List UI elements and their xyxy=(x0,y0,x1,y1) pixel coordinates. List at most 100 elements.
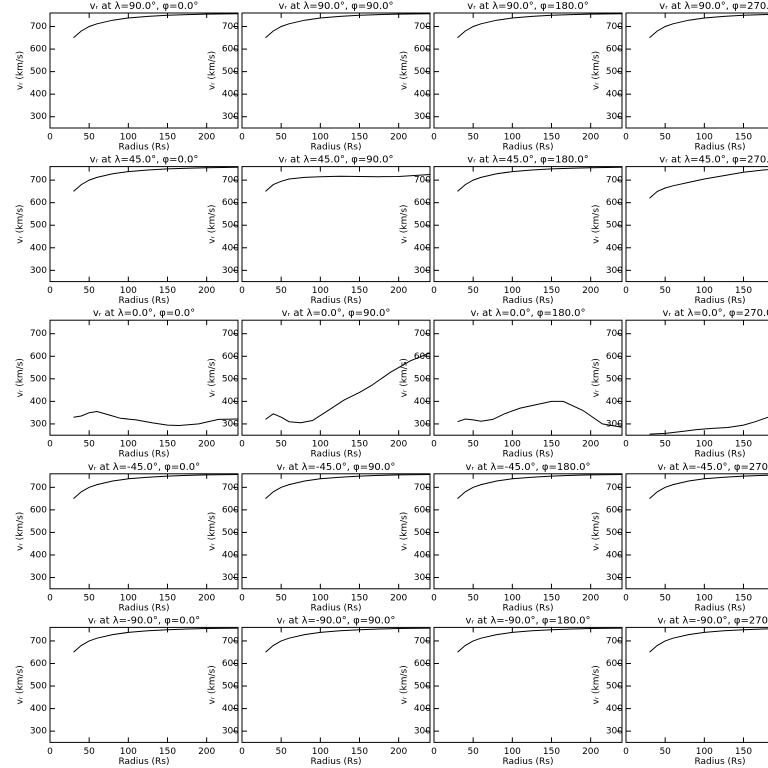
x-tick-label: 50 xyxy=(659,133,671,143)
x-tick-label: 50 xyxy=(275,286,287,296)
plot-frame xyxy=(241,166,431,283)
x-tick-label: 200 xyxy=(582,440,599,450)
x-tick-label: 100 xyxy=(696,593,713,603)
panel-title: vᵣ at λ=-90.0°, φ=270.0° xyxy=(657,615,768,626)
x-tick-label: 0 xyxy=(431,286,437,296)
x-tick-label: 200 xyxy=(582,133,599,143)
y-tick-label: 300 xyxy=(222,727,239,737)
y-tick-label: 500 xyxy=(30,221,47,231)
x-tick-label: 100 xyxy=(696,747,713,757)
y-axis-label: vᵣ (km/s) xyxy=(208,204,218,243)
y-tick-label: 700 xyxy=(606,329,623,339)
plot-frame xyxy=(49,473,239,590)
panel: vᵣ at λ=90.0°, φ=180.0° 0 50 100 150 200 300 40… xyxy=(400,1,623,153)
panel-title: vᵣ at λ=90.0°, φ=0.0° xyxy=(90,1,199,12)
y-tick-label: 600 xyxy=(414,505,431,515)
data-line xyxy=(649,628,768,653)
panel-title: vᵣ at λ=45.0°, φ=270.0° xyxy=(659,155,768,166)
x-tick-label: 200 xyxy=(390,286,407,296)
x-tick-label: 150 xyxy=(351,133,368,143)
data-line xyxy=(73,627,239,653)
plot-frame xyxy=(49,12,239,129)
y-tick-label: 400 xyxy=(606,704,623,714)
y-axis-label: vᵣ (km/s) xyxy=(208,665,218,704)
x-axis-label: Radius (Rs) xyxy=(118,757,169,767)
panel: vᵣ at λ=45.0°, φ=270.0°05010015020030040… xyxy=(592,155,768,306)
y-axis-label: vᵣ (km/s) xyxy=(400,204,410,243)
x-tick-label: 200 xyxy=(198,747,215,757)
x-tick-label: 200 xyxy=(390,593,407,603)
x-tick-label: 100 xyxy=(120,286,137,296)
x-tick-label: 200 xyxy=(390,747,407,757)
y-axis-label: vᵣ (km/s) xyxy=(16,358,26,397)
y-tick-label: 300 xyxy=(606,266,623,276)
x-tick-label: 50 xyxy=(467,593,479,603)
y-tick-label: 500 xyxy=(30,67,47,77)
y-tick-label: 300 xyxy=(414,573,431,583)
panel-title: vᵣ at λ=0.0°, φ=180.0° xyxy=(470,308,585,319)
x-tick-label: 50 xyxy=(659,593,671,603)
panel: vᵣ at λ=45.0°, φ=0.0° 0 50 100 150 200 300 400 5… xyxy=(16,155,239,306)
y-tick-label: 400 xyxy=(222,550,239,560)
y-tick-label: 500 xyxy=(606,67,623,77)
y-tick-label: 500 xyxy=(414,67,431,77)
y-tick-label: 400 xyxy=(414,550,431,560)
x-tick-label: 50 xyxy=(659,286,671,296)
data-line xyxy=(265,13,431,39)
x-axis-label: Radius (Rs) xyxy=(310,450,361,460)
data-line xyxy=(649,13,768,39)
x-tick-label: 50 xyxy=(83,593,95,603)
y-tick-label: 700 xyxy=(222,176,239,186)
y-axis-label: vᵣ (km/s) xyxy=(16,51,26,90)
data-line xyxy=(649,169,768,199)
x-tick-label: 0 xyxy=(623,747,629,757)
y-tick-label: 400 xyxy=(414,90,431,100)
x-tick-label: 150 xyxy=(351,593,368,603)
y-tick-label: 700 xyxy=(30,176,47,186)
x-tick-label: 100 xyxy=(504,593,521,603)
panel: vᵣ at λ=45.0°, φ=180.0° 0 50 100 150 200 300 40… xyxy=(400,155,623,306)
x-tick-label: 150 xyxy=(159,133,176,143)
data-line xyxy=(73,166,239,192)
x-tick-label: 150 xyxy=(351,286,368,296)
x-tick-label: 200 xyxy=(582,747,599,757)
y-axis-label: vᵣ (km/s) xyxy=(16,665,26,704)
y-axis-label: vᵣ (km/s) xyxy=(16,512,26,551)
panel: vᵣ at λ=45.0°, φ=90.0° 0 50 100 150 200 300 400… xyxy=(208,155,431,306)
plot-frame xyxy=(433,473,623,590)
y-tick-label: 700 xyxy=(222,636,239,646)
y-tick-label: 700 xyxy=(414,483,431,493)
plot-frame xyxy=(241,473,431,590)
y-tick-label: 400 xyxy=(222,90,239,100)
y-axis-label: vᵣ (km/s) xyxy=(592,204,602,243)
panel: vᵣ at λ=0.0°, φ=90.0° 0 50 100 150 200 300 400 5… xyxy=(208,308,431,460)
x-tick-label: 0 xyxy=(239,286,245,296)
x-tick-label: 50 xyxy=(83,747,95,757)
y-tick-label: 500 xyxy=(222,528,239,538)
data-line xyxy=(649,416,768,435)
y-tick-label: 400 xyxy=(30,704,47,714)
x-tick-label: 50 xyxy=(275,747,287,757)
y-tick-label: 700 xyxy=(222,22,239,32)
x-tick-label: 100 xyxy=(696,133,713,143)
panel-title: vᵣ at λ=45.0°, φ=90.0° xyxy=(278,155,393,166)
y-tick-label: 300 xyxy=(30,727,47,737)
y-tick-label: 400 xyxy=(30,550,47,560)
plot-frame xyxy=(625,166,768,283)
x-tick-label: 100 xyxy=(120,133,137,143)
y-axis-label: vᵣ (km/s) xyxy=(400,512,410,551)
panel: vᵣ at λ=-90.0°, φ=90.0° 0 50 100 150 200 300 40… xyxy=(208,615,431,767)
y-axis-label: vᵣ (km/s) xyxy=(208,512,218,551)
plot-frame xyxy=(625,12,768,129)
x-tick-label: 100 xyxy=(312,286,329,296)
y-tick-label: 300 xyxy=(30,573,47,583)
y-tick-label: 500 xyxy=(30,374,47,384)
y-axis-label: vᵣ (km/s) xyxy=(592,512,602,551)
x-axis-label: Radius (Rs) xyxy=(310,143,361,153)
panel: vᵣ at λ=0.0°, φ=270.0°050100150200300400… xyxy=(592,308,768,460)
y-tick-label: 700 xyxy=(606,22,623,32)
y-tick-label: 500 xyxy=(222,682,239,692)
y-tick-label: 700 xyxy=(30,483,47,493)
y-tick-label: 600 xyxy=(414,45,431,55)
